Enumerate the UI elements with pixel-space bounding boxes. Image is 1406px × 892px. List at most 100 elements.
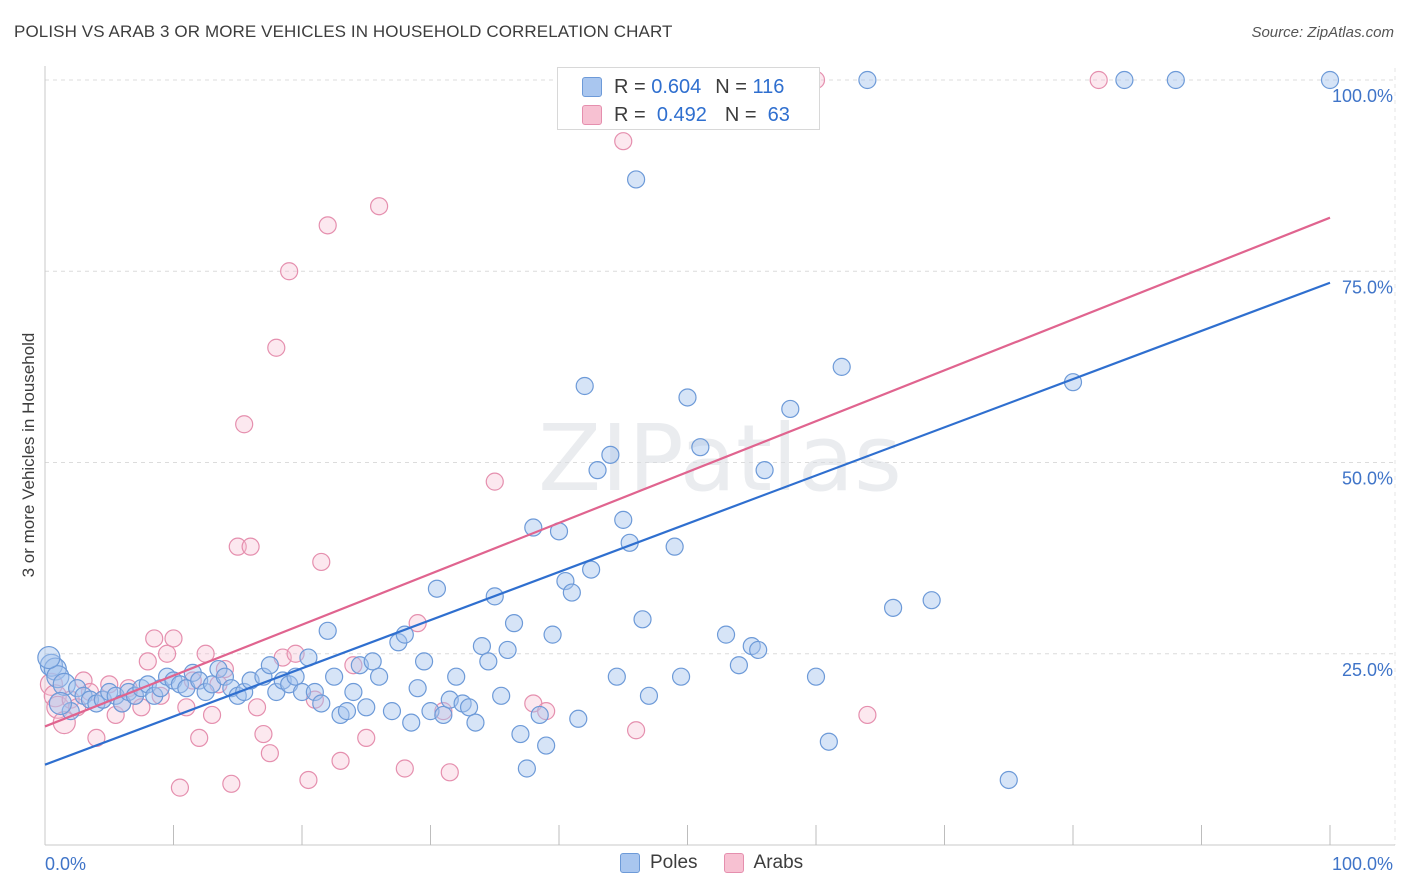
arabs-point bbox=[331, 751, 350, 770]
poles-trendline bbox=[44, 281, 1331, 766]
poles-point bbox=[601, 445, 620, 464]
arabs-point bbox=[260, 744, 279, 763]
arabs-point bbox=[614, 132, 633, 151]
poles-point bbox=[614, 510, 633, 529]
poles-point bbox=[556, 571, 575, 591]
legend-r-value-poles: 0.604 bbox=[651, 75, 702, 98]
arabs-trendline bbox=[44, 216, 1331, 728]
arabs-point bbox=[858, 705, 877, 725]
poles-point bbox=[781, 399, 800, 419]
poles-point bbox=[472, 636, 491, 656]
poles-point bbox=[922, 591, 941, 610]
arabs-point bbox=[228, 537, 247, 556]
arabs-point bbox=[241, 537, 260, 556]
poles-point bbox=[819, 732, 838, 751]
poles-point bbox=[832, 357, 851, 376]
arabs-point bbox=[318, 216, 337, 235]
poles-point bbox=[716, 625, 736, 644]
arabs-point bbox=[215, 659, 234, 679]
poles-point bbox=[1320, 70, 1340, 90]
poles-point bbox=[292, 682, 312, 702]
poles-point bbox=[363, 652, 382, 671]
poles-point bbox=[479, 652, 498, 671]
poles-point bbox=[492, 686, 511, 705]
poles-label: Poles bbox=[650, 852, 698, 873]
poles-point bbox=[434, 705, 453, 725]
arabs-point bbox=[170, 778, 190, 797]
poles-point bbox=[427, 579, 447, 598]
poles-point bbox=[517, 759, 536, 778]
poles-point bbox=[691, 438, 710, 457]
y-tick-label: 25.0% bbox=[1342, 660, 1393, 680]
poles-point bbox=[447, 667, 466, 686]
poles-point bbox=[729, 656, 749, 675]
poles-point bbox=[806, 667, 826, 686]
poles-point bbox=[337, 702, 357, 721]
bottom-legend-poles[interactable]: Poles bbox=[620, 852, 698, 874]
poles-point bbox=[260, 656, 279, 675]
arabs-point bbox=[344, 656, 363, 675]
legend-swatch-pink bbox=[582, 105, 602, 125]
arabs-label: Arabs bbox=[753, 852, 804, 873]
y-tick-label: 75.0% bbox=[1342, 277, 1393, 297]
arabs-point bbox=[1089, 70, 1108, 90]
poles-point bbox=[48, 691, 73, 716]
poles-point bbox=[575, 376, 594, 396]
poles-point bbox=[370, 667, 389, 686]
poles-point bbox=[408, 679, 427, 698]
axes bbox=[44, 66, 1395, 846]
legend-n-value-poles: 116 bbox=[752, 75, 785, 98]
arabs-point bbox=[222, 774, 241, 793]
trendlines bbox=[44, 216, 1331, 766]
poles-point bbox=[999, 770, 1018, 790]
poles-point bbox=[537, 736, 556, 755]
bottom-legend-arabs[interactable]: Arabs bbox=[723, 852, 804, 874]
poles-point bbox=[1166, 70, 1185, 90]
poles-point bbox=[312, 694, 331, 713]
poles-point bbox=[665, 537, 684, 556]
arabs-point bbox=[202, 705, 222, 725]
arabs-point bbox=[151, 686, 170, 705]
poles-point bbox=[626, 170, 646, 189]
poles-point bbox=[749, 640, 768, 660]
arabs-point bbox=[164, 629, 183, 648]
arabs-point bbox=[280, 262, 299, 281]
poles-point bbox=[607, 667, 626, 686]
poles-point bbox=[1115, 70, 1134, 90]
poles-point bbox=[588, 461, 607, 480]
poles-point bbox=[858, 70, 877, 90]
poles-point bbox=[466, 713, 485, 732]
poles-point bbox=[639, 686, 659, 705]
source-label: Source: ZipAtlas.com bbox=[1251, 24, 1394, 41]
tick-labels: 25.0% 50.0% 75.0% 100.0% 0.0% 100.0% bbox=[45, 86, 1393, 874]
poles-point bbox=[46, 665, 70, 689]
legend-r-value-arabs: 0.492 bbox=[656, 103, 707, 126]
poles-point bbox=[37, 645, 61, 670]
bottom-legend: Poles Arabs bbox=[620, 852, 829, 874]
poles-point bbox=[498, 640, 517, 660]
arabs-point bbox=[235, 415, 254, 434]
y-tick-label: 50.0% bbox=[1342, 469, 1393, 489]
arabs-point bbox=[485, 472, 504, 491]
poles-point bbox=[678, 388, 697, 407]
legend-row-arabs: R = 0.492 N = 63 bbox=[582, 100, 790, 130]
arabs-point bbox=[299, 770, 318, 790]
poles-point bbox=[504, 614, 524, 633]
poles-point bbox=[883, 598, 903, 617]
poles-point bbox=[402, 713, 421, 732]
poles-point bbox=[318, 621, 337, 640]
arabs-point bbox=[190, 728, 209, 748]
poles-point bbox=[215, 667, 234, 686]
legend-row-poles: R = 0.604 N = 116 bbox=[582, 72, 784, 102]
poles-point bbox=[52, 672, 76, 696]
poles-point bbox=[459, 698, 479, 717]
arabs-point bbox=[357, 728, 376, 748]
poles-point bbox=[414, 652, 434, 671]
poles-point bbox=[344, 682, 363, 702]
arabs-point bbox=[370, 197, 389, 216]
arabs-point bbox=[440, 763, 459, 782]
legend-box: R = 0.604 N = 116 R = 0.492 N = 63 bbox=[557, 67, 820, 130]
arabs-point bbox=[138, 652, 157, 671]
poles-point bbox=[562, 583, 581, 602]
